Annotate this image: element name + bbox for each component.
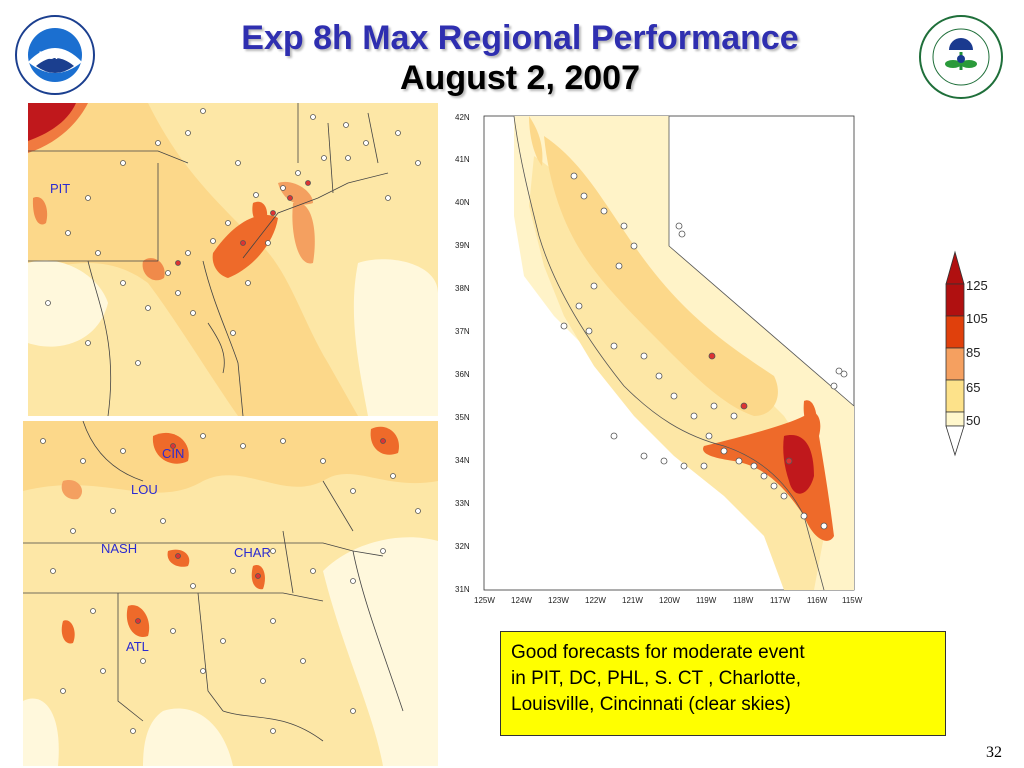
lon-tick: 125W — [474, 596, 495, 605]
lat-tick: 32N — [455, 542, 470, 551]
legend-arrow-top — [945, 250, 965, 285]
lat-tick: 34N — [455, 456, 470, 465]
map-label-atl: ATL — [126, 639, 149, 654]
map-label-nash: NASH — [101, 541, 138, 556]
lat-tick: 35N — [455, 413, 470, 422]
noaa-logo-icon: NOAA — [15, 15, 95, 95]
legend-swatch — [945, 347, 965, 381]
lon-tick: 117W — [770, 596, 791, 605]
california-lat-axis: 42N 41N 40N 39N 38N 37N 36N 35N 34N 33N … — [455, 113, 470, 594]
northeast-ozone-map — [28, 103, 438, 416]
lon-tick: 121W — [622, 596, 643, 605]
southeast-ozone-map — [23, 421, 438, 766]
lon-tick: 122W — [585, 596, 606, 605]
lat-tick: 41N — [455, 155, 470, 164]
lon-tick: 124W — [511, 596, 532, 605]
map-label-lou: LOU — [131, 482, 158, 497]
lon-tick: 120W — [659, 596, 680, 605]
legend-label: 85 — [966, 345, 980, 360]
legend-swatch — [945, 315, 965, 349]
lat-tick: 38N — [455, 284, 470, 293]
note-line: Good forecasts for moderate event — [511, 642, 805, 663]
lat-tick: 31N — [455, 585, 470, 594]
lat-tick: 39N — [455, 241, 470, 250]
lon-tick: 119W — [696, 596, 717, 605]
legend-label: 125 — [966, 278, 988, 293]
legend-swatch — [945, 283, 965, 317]
california-ozone-map: 42N 41N 40N 39N 38N 37N 36N 35N 34N 33N … — [452, 106, 872, 608]
color-legend: 125 105 85 65 50 — [945, 250, 988, 457]
legend-label: 105 — [966, 311, 988, 326]
lon-tick: 116W — [807, 596, 828, 605]
lat-tick: 36N — [455, 370, 470, 379]
lat-tick: 40N — [455, 198, 470, 207]
legend-label: 65 — [966, 380, 980, 395]
legend-swatch — [945, 411, 965, 427]
note-line: Louisville, Cincinnati (clear skies) — [511, 694, 791, 715]
lat-tick: 37N — [455, 327, 470, 336]
slide-subtitle: August 2, 2007 — [400, 59, 640, 97]
page-number: 32 — [986, 744, 1002, 761]
legend-label: 50 — [966, 413, 980, 428]
map-label-pit: PIT — [50, 181, 71, 196]
note-line: in PIT, DC, PHL, S. CT , Charlotte, — [511, 668, 802, 689]
legend-arrow-bottom — [945, 425, 965, 457]
lon-tick: 118W — [733, 596, 754, 605]
california-lon-axis: 125W 124W 123W 122W 121W 120W 119W 118W … — [474, 596, 863, 605]
map-label-char: CHAR — [234, 545, 271, 560]
lon-tick: 123W — [548, 596, 569, 605]
legend-swatch — [945, 379, 965, 413]
lat-tick: 42N — [455, 113, 470, 122]
lon-tick: 115W — [842, 596, 863, 605]
forecast-note-box: Good forecasts for moderate event in PIT… — [500, 631, 946, 736]
epa-logo-icon — [919, 15, 1003, 99]
lat-tick: 33N — [455, 499, 470, 508]
slide-title: Exp 8h Max Regional Performance — [241, 19, 799, 57]
map-label-cin: CIN — [162, 446, 185, 461]
noaa-logo-text: NOAA — [39, 50, 71, 62]
